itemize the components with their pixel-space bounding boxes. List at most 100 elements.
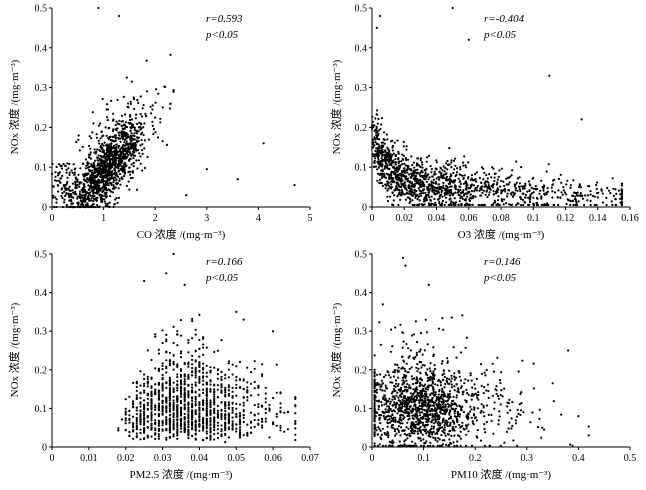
o3-point	[448, 147, 450, 149]
o3-point	[409, 185, 411, 187]
co-point	[130, 103, 132, 105]
pm10-point	[420, 432, 422, 434]
pm25-point	[150, 395, 152, 397]
pm25-point	[202, 417, 204, 419]
o3-point	[385, 152, 387, 154]
o3-point	[434, 171, 436, 173]
pm25-point	[191, 405, 193, 407]
pm25-point	[162, 387, 164, 389]
pm10-point	[420, 440, 422, 442]
pm25-point	[158, 406, 160, 408]
co-point	[164, 86, 166, 88]
pm25-point	[235, 408, 237, 410]
co-point	[154, 117, 156, 119]
o3-point	[553, 204, 555, 206]
o3-point	[402, 159, 404, 161]
o3-point	[602, 201, 604, 203]
co-point	[90, 182, 92, 184]
pm10-point	[405, 343, 407, 345]
pm10-point	[468, 394, 470, 396]
pm25-point	[224, 424, 226, 426]
o3-point	[496, 191, 498, 193]
o3-point	[527, 197, 529, 199]
pm25-point	[162, 424, 164, 426]
o3-point	[445, 197, 447, 199]
pm25-point	[206, 407, 208, 409]
pm25-point	[239, 403, 241, 405]
o3-point	[516, 182, 518, 184]
pm10-point	[476, 378, 478, 380]
o3-point	[392, 191, 394, 193]
co-point	[68, 174, 70, 176]
o3-point	[417, 172, 419, 174]
o3-x-tick-label: 0	[370, 213, 375, 224]
pm25-point	[187, 426, 189, 428]
o3-point	[499, 186, 501, 188]
co-point	[86, 181, 88, 183]
o3-point	[398, 168, 400, 170]
pm25-point	[150, 377, 152, 379]
pm25-point	[228, 384, 230, 386]
o3-point	[518, 186, 520, 188]
o3-point	[437, 183, 439, 185]
co-point	[119, 178, 121, 180]
co-point	[136, 167, 138, 169]
o3-point	[522, 193, 524, 195]
o3-point	[482, 204, 484, 206]
o3-point	[403, 182, 405, 184]
o3-point	[381, 149, 383, 151]
pm25-point	[198, 381, 200, 383]
pm25-point	[217, 422, 219, 424]
pm25-point	[279, 429, 281, 431]
o3-point	[400, 183, 402, 185]
o3-point	[406, 172, 408, 174]
o3-point	[479, 195, 481, 197]
o3-point	[489, 191, 491, 193]
o3-point	[398, 192, 400, 194]
co-point	[110, 143, 112, 145]
o3-point	[621, 183, 623, 185]
o3-point	[594, 196, 596, 198]
co-point	[90, 163, 92, 165]
o3-y-tick-label: 0.5	[355, 4, 368, 15]
co-point	[146, 90, 148, 92]
pm25-x-tick-label: 0	[50, 453, 55, 464]
o3-point	[443, 165, 445, 167]
pm10-point	[422, 354, 424, 356]
co-point	[103, 166, 105, 168]
o3-point	[383, 131, 385, 133]
co-point	[108, 157, 110, 159]
co-point	[66, 181, 68, 183]
pm10-point	[395, 383, 397, 385]
o3-point	[450, 185, 452, 187]
pm25-point	[187, 342, 189, 344]
pm25-point	[191, 384, 193, 386]
o3-point	[384, 149, 386, 151]
pm25-point	[150, 398, 152, 400]
o3-point	[377, 173, 379, 175]
o3-point	[448, 183, 450, 185]
co-point	[99, 122, 101, 124]
pm25-point	[217, 350, 219, 352]
co-point	[117, 151, 119, 153]
o3-point	[462, 165, 464, 167]
o3-point	[419, 199, 421, 201]
o3-point	[493, 180, 495, 182]
o3-point	[482, 178, 484, 180]
co-point	[96, 148, 98, 150]
pm25-point	[198, 420, 200, 422]
co-point	[159, 121, 161, 123]
o3-point	[494, 177, 496, 179]
co-point	[143, 122, 145, 124]
pm25-point	[220, 339, 222, 341]
co-point	[106, 189, 108, 191]
pm25-point	[209, 418, 211, 420]
co-x-tick-label: 1	[101, 213, 106, 224]
co-point	[152, 133, 154, 135]
o3-y-label: NOx 浓度 /(mg·m⁻³)	[329, 59, 343, 154]
o3-point	[421, 167, 423, 169]
co-point	[120, 161, 122, 163]
o3-point	[611, 204, 613, 206]
o3-point	[451, 180, 453, 182]
